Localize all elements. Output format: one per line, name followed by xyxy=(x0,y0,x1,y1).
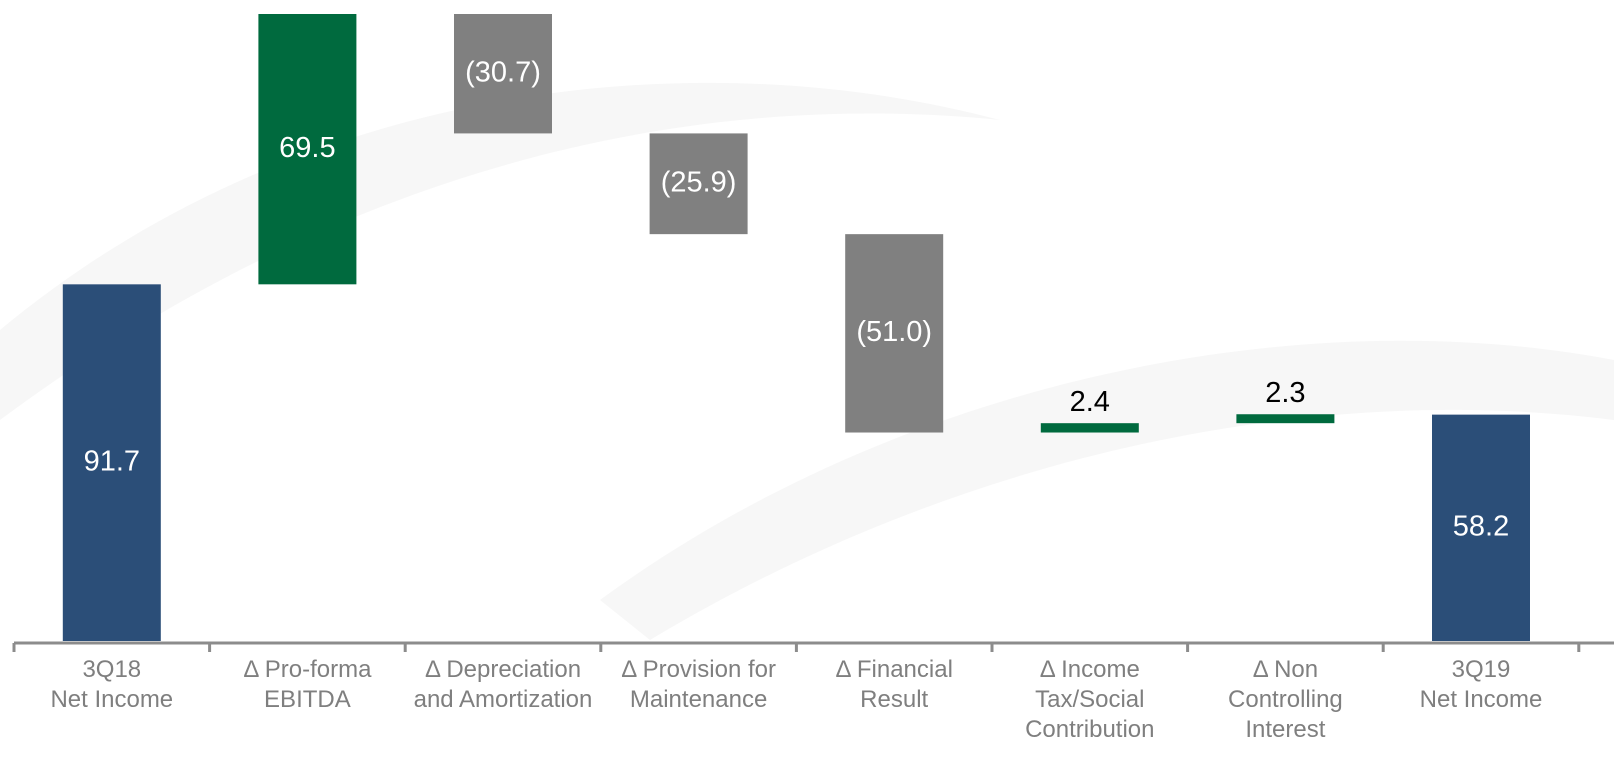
bar xyxy=(649,133,748,235)
x-tick-label-line: Δ Pro-forma xyxy=(243,656,372,683)
value-label: (30.7) xyxy=(465,56,541,88)
x-tick-label-line: Contribution xyxy=(1025,716,1154,743)
bar xyxy=(62,284,161,641)
bar xyxy=(1432,414,1530,641)
bar xyxy=(845,234,944,433)
value-label: (51.0) xyxy=(856,316,932,348)
x-tick-label-line: Δ Depreciation xyxy=(425,656,581,683)
bar xyxy=(454,14,552,134)
x-tick-label-line: and Amortization xyxy=(414,686,593,713)
x-tick-label: 3Q19 Net Income xyxy=(1420,656,1543,713)
value-label: 69.5 xyxy=(279,132,335,164)
background-swirls xyxy=(0,82,1614,640)
value-label: 2.4 xyxy=(1070,386,1110,418)
x-tick-label-line: Δ Provision for xyxy=(621,656,776,683)
x-tick-label: Δ Income Tax/Social Contribution xyxy=(1025,656,1154,743)
x-tick-label-line: Net Income xyxy=(50,686,173,713)
x-tick-label-line: Tax/Social xyxy=(1035,686,1144,713)
x-tick-label: Δ Pro-forma EBITDA xyxy=(243,656,372,713)
x-tick-label-line: Δ Income xyxy=(1040,656,1140,683)
x-tick-label-line: Δ Non xyxy=(1253,656,1318,683)
bar xyxy=(1236,414,1335,424)
swirl xyxy=(600,340,1614,640)
x-tick-label-line: 3Q19 xyxy=(1452,656,1511,683)
value-label: 91.7 xyxy=(84,445,140,477)
x-tick-label: Δ Non Controlling Interest xyxy=(1228,656,1343,743)
x-tick-label-line: Controlling xyxy=(1228,686,1343,713)
x-tick-label-line: Result xyxy=(860,686,928,713)
swirl xyxy=(0,82,1000,420)
x-tick-label: Δ Depreciation and Amortization xyxy=(414,656,593,713)
x-tick-label: Δ Provision for Maintenance xyxy=(621,656,776,713)
bar xyxy=(1040,423,1139,433)
x-tick-label-line: 3Q18 xyxy=(82,656,141,683)
x-tick-label-line: EBITDA xyxy=(264,686,351,713)
value-label: (25.9) xyxy=(661,166,737,198)
x-tick-label-line: Maintenance xyxy=(630,686,767,713)
value-label: 2.3 xyxy=(1265,377,1305,409)
x-tick-label: 3Q18 Net Income xyxy=(50,656,173,713)
x-tick-label: Δ Financial Result xyxy=(835,656,952,713)
x-tick-label-line: Net Income xyxy=(1420,686,1543,713)
x-tick-label-line: Δ Financial xyxy=(835,656,952,683)
value-label: 58.2 xyxy=(1453,510,1509,542)
x-tick-label-line: Interest xyxy=(1245,716,1325,743)
bar xyxy=(258,14,357,285)
